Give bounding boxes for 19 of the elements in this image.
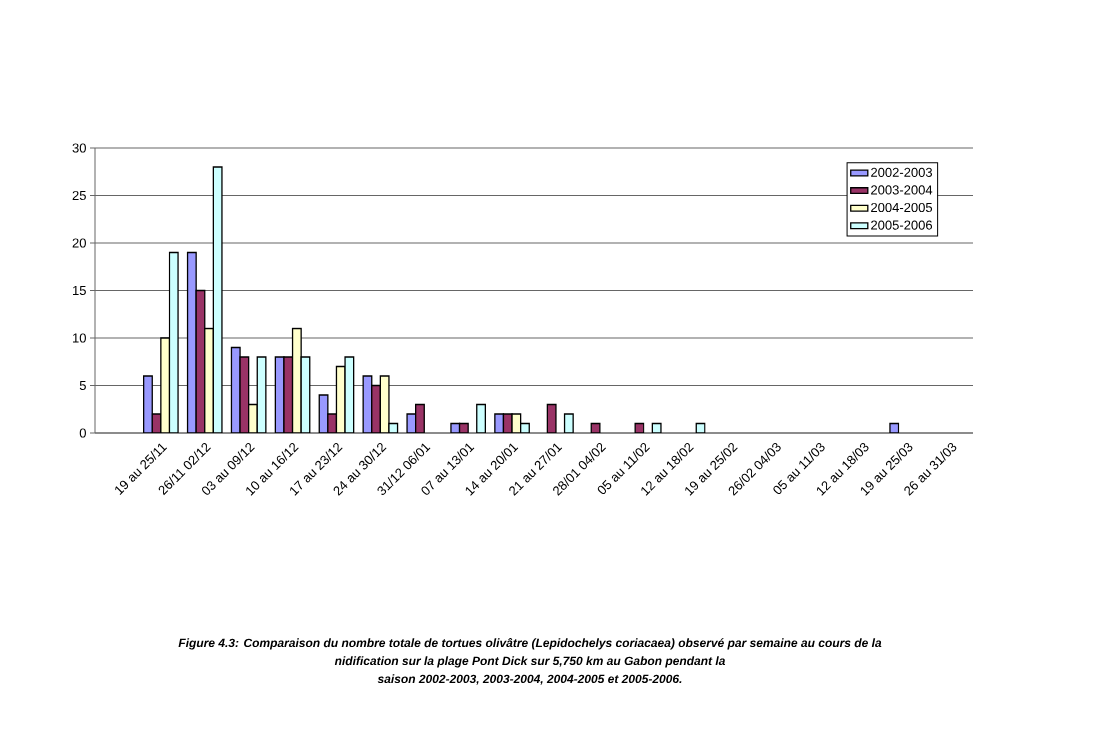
legend-label: 2004-2005 bbox=[871, 202, 933, 213]
y-tick-label: 5 bbox=[79, 380, 86, 391]
y-tick-label: 0 bbox=[79, 428, 86, 438]
legend-label: 2005-2006 bbox=[871, 220, 933, 230]
text: nidification sur la plage Pont Dick sur 5,750 km au Gabon pendant la bbox=[334, 656, 726, 668]
text: saison 2002-2003, 2003-2004, 2004-2005 et 2005-2006. bbox=[377, 674, 682, 685]
bar bbox=[143, 375, 153, 433]
bar bbox=[186, 251, 197, 433]
y-tick-label: 25 bbox=[72, 190, 86, 201]
caption: Figure 4.3: Comparaison du nombre totale de tortues olivâtre (Lepidochelys coriacaea) observé par semaine au cours de la bbox=[178, 638, 882, 650]
legend-label: 2002-2003 bbox=[871, 167, 933, 177]
y-tick-label: 10 bbox=[73, 333, 86, 343]
y-tick-label: 15 bbox=[73, 285, 86, 296]
legend-label: 2003-2004 bbox=[871, 185, 933, 195]
bar bbox=[204, 327, 214, 433]
y-tick-label: 30 bbox=[72, 143, 86, 153]
bar bbox=[371, 384, 382, 433]
bar bbox=[291, 327, 302, 433]
y-tick-label: 20 bbox=[72, 238, 86, 248]
